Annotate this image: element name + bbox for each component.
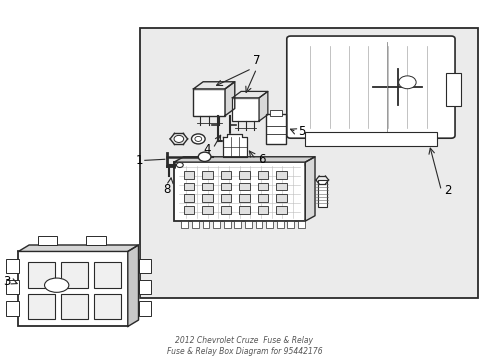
Bar (257, 194, 268, 202)
Bar (220, 206, 231, 214)
Bar (255, 221, 262, 228)
Bar (86, 236, 106, 245)
Circle shape (174, 135, 183, 143)
Bar (61, 262, 88, 288)
Bar (19, 251, 127, 327)
Bar (202, 194, 212, 202)
Bar (61, 294, 88, 319)
Bar (28, 294, 55, 319)
Text: 7: 7 (252, 54, 260, 67)
Bar (276, 221, 283, 228)
Bar (232, 98, 259, 121)
Bar (239, 171, 249, 179)
Bar (234, 221, 241, 228)
Polygon shape (19, 245, 138, 251)
Bar (244, 221, 251, 228)
Bar (446, 73, 460, 107)
Bar (140, 28, 477, 298)
Bar (202, 183, 212, 190)
Text: 2012 Chevrolet Cruze  Fuse & Relay
Fuse & Relay Box Diagram for 95442176: 2012 Chevrolet Cruze Fuse & Relay Fuse &… (166, 336, 322, 356)
Bar (6, 301, 20, 316)
Bar (276, 194, 286, 202)
Bar (94, 294, 121, 319)
Bar (94, 262, 121, 288)
Polygon shape (224, 82, 234, 116)
Polygon shape (259, 91, 267, 121)
Bar (276, 171, 286, 179)
Bar (224, 221, 230, 228)
Bar (183, 194, 194, 202)
Bar (266, 114, 285, 144)
Bar (220, 183, 231, 190)
Bar (193, 89, 224, 116)
Bar (138, 258, 150, 273)
Polygon shape (222, 134, 246, 157)
Bar (287, 221, 294, 228)
Text: 8: 8 (163, 183, 170, 196)
Bar (239, 194, 249, 202)
Bar (183, 183, 194, 190)
Polygon shape (127, 245, 138, 327)
Polygon shape (305, 157, 314, 221)
Bar (213, 221, 220, 228)
Bar (257, 183, 268, 190)
Circle shape (195, 136, 201, 141)
Bar (239, 183, 249, 190)
Bar (138, 301, 150, 316)
Bar (202, 206, 212, 214)
Bar (276, 183, 286, 190)
Bar (174, 162, 305, 221)
Circle shape (191, 134, 204, 144)
Text: 3: 3 (3, 275, 11, 288)
Bar (183, 171, 194, 179)
Bar (276, 206, 286, 214)
Bar (183, 206, 194, 214)
Bar (239, 206, 249, 214)
Circle shape (198, 152, 210, 161)
Polygon shape (232, 91, 267, 98)
Bar (317, 180, 326, 207)
Bar (6, 280, 20, 294)
Polygon shape (174, 157, 314, 162)
Bar (202, 221, 209, 228)
Bar (220, 194, 231, 202)
Bar (257, 206, 268, 214)
Bar (305, 132, 436, 146)
Bar (191, 221, 198, 228)
Bar (270, 111, 282, 116)
Text: 1: 1 (136, 154, 143, 167)
Bar (38, 236, 57, 245)
Bar (138, 280, 150, 294)
Bar (265, 221, 272, 228)
Bar (28, 262, 55, 288)
Bar (202, 171, 212, 179)
Bar (181, 221, 188, 228)
Bar (297, 221, 304, 228)
FancyBboxPatch shape (286, 36, 454, 138)
Text: 5: 5 (297, 125, 305, 138)
Circle shape (398, 76, 415, 89)
Polygon shape (193, 82, 234, 89)
Circle shape (176, 162, 183, 167)
Text: 4: 4 (203, 143, 210, 156)
Ellipse shape (44, 278, 69, 292)
Text: 2: 2 (443, 184, 450, 197)
Bar (257, 171, 268, 179)
Text: 6: 6 (258, 153, 265, 166)
Bar (6, 258, 20, 273)
Bar (220, 171, 231, 179)
